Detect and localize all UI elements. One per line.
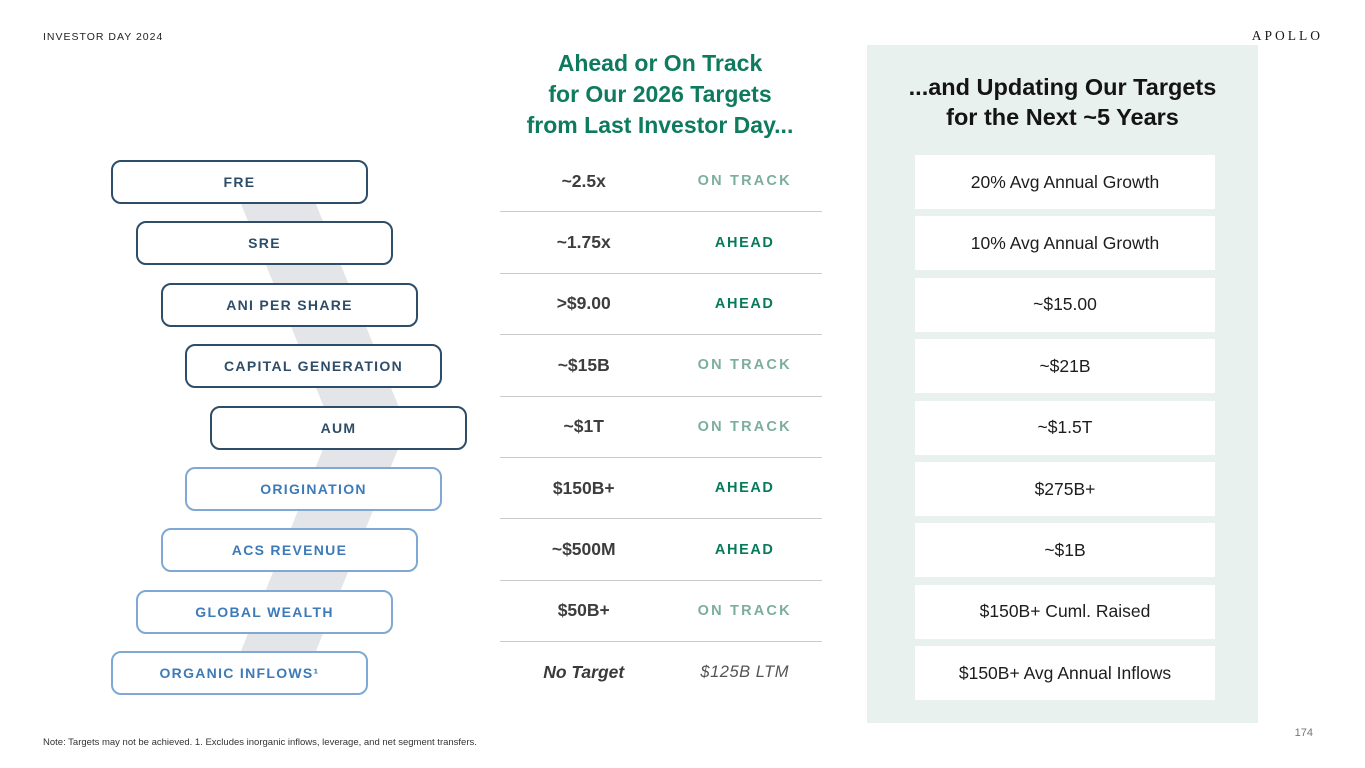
- target-row: >$9.00 AHEAD: [500, 274, 822, 336]
- target-value: ~$15B: [557, 354, 610, 375]
- target-value: >$9.00: [556, 293, 611, 314]
- targets-2026-heading-line: from Last Investor Day...: [526, 112, 794, 138]
- target-status: ON TRACK: [697, 357, 792, 374]
- target-status: ON TRACK: [697, 418, 792, 435]
- event-title: INVESTOR DAY 2024: [43, 31, 164, 43]
- updated-target-card: ~$1B: [915, 523, 1215, 578]
- target-row: ~$1T ON TRACK: [500, 397, 822, 458]
- target-status: AHEAD: [714, 480, 775, 497]
- target-value: ~$500M: [551, 539, 616, 560]
- target-value: ~1.75x: [556, 232, 611, 253]
- updated-target-card: $150B+ Avg Annual Inflows: [915, 646, 1215, 701]
- updated-target-card: 20% Avg Annual Growth: [915, 155, 1215, 209]
- target-value: ~$1T: [563, 416, 604, 437]
- target-value: ~2.5x: [561, 170, 606, 191]
- funnel-box-capital-generation: CAPITAL GENERATION: [185, 344, 442, 389]
- targets-2026-heading-line: Ahead or On Track: [557, 50, 763, 76]
- target-row: $50B+ ON TRACK: [500, 581, 822, 643]
- updated-targets-panel: ...and Updating Our Targets for the Next …: [867, 45, 1258, 723]
- target-status: $125B LTM: [700, 663, 789, 682]
- target-row: ~$15B ON TRACK: [500, 335, 822, 397]
- funnel-box-aum: AUM: [210, 405, 467, 450]
- target-status: AHEAD: [714, 234, 775, 251]
- page-number: 174: [1294, 727, 1313, 739]
- targets-2026-heading: Ahead or On Track for Our 2026 Targets fro…: [490, 48, 830, 141]
- target-status: AHEAD: [714, 295, 775, 312]
- apollo-logo: APOLLO: [1251, 28, 1323, 43]
- funnel-box-fre: FRE: [111, 160, 368, 204]
- funnel-box-ani-per-share: ANI PER SHARE: [161, 282, 418, 327]
- funnel-box-organic-inflows-: ORGANIC INFLOWS¹: [111, 651, 368, 696]
- updated-targets-heading-line: ...and Updating Our Targets: [908, 74, 1217, 100]
- target-value: No Target: [543, 662, 625, 683]
- funnel-box-sre: SRE: [136, 221, 393, 266]
- target-row: $150B+ AHEAD: [500, 458, 822, 520]
- updated-targets-heading-line: for the Next ~5 Years: [946, 104, 1179, 130]
- target-value: $150B+: [552, 477, 615, 498]
- funnel-box-acs-revenue: ACS REVENUE: [161, 528, 418, 573]
- target-row: No Target $125B LTM: [500, 642, 822, 703]
- updated-target-card: 10% Avg Annual Growth: [915, 216, 1215, 271]
- target-value: $50B+: [557, 600, 610, 621]
- updated-target-card: ~$1.5T: [915, 400, 1215, 455]
- targets-2026-rows: ~2.5x ON TRACK ~1.75x AHEAD >$9.00 AHEAD ~$15B…: [500, 151, 822, 704]
- footnote: Note: Targets may not be achieved. 1. Ex…: [43, 737, 477, 748]
- updated-target-card: $150B+ Cuml. Raised: [915, 584, 1215, 639]
- updated-target-card: ~$21B: [915, 339, 1215, 394]
- updated-target-card: ~$15.00: [915, 277, 1215, 332]
- target-status: ON TRACK: [697, 173, 792, 190]
- updated-target-card: $275B+: [915, 462, 1215, 516]
- funnel-box-origination: ORIGINATION: [185, 467, 442, 511]
- target-status: ON TRACK: [697, 602, 792, 619]
- target-status: AHEAD: [714, 541, 775, 558]
- updated-targets-heading: ...and Updating Our Targets for the Next …: [867, 72, 1258, 132]
- funnel-box-global-wealth: GLOBAL WEALTH: [136, 589, 393, 634]
- target-row: ~2.5x ON TRACK: [500, 151, 822, 213]
- target-row: ~1.75x AHEAD: [500, 212, 822, 274]
- target-row: ~$500M AHEAD: [500, 519, 822, 581]
- targets-2026-heading-line: for Our 2026 Targets: [548, 81, 772, 107]
